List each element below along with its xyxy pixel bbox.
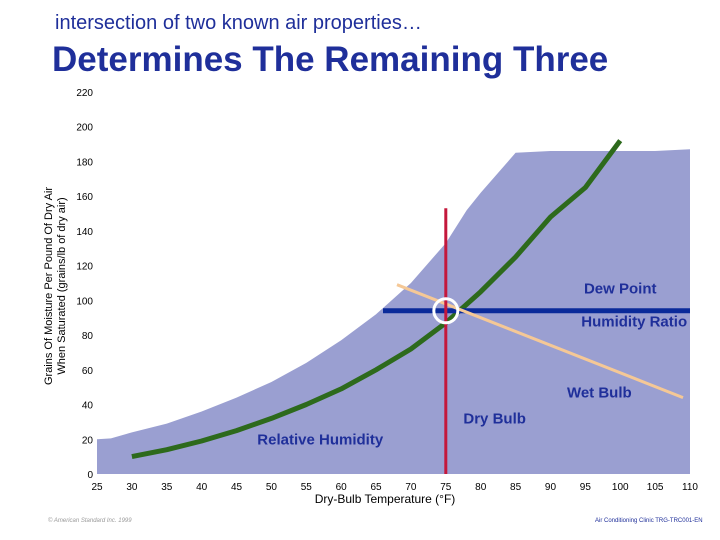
wet-bulb-label: Wet Bulb bbox=[567, 385, 632, 402]
x-tick-label: 50 bbox=[266, 482, 278, 493]
relative-humidity-curve bbox=[131, 139, 623, 460]
x-tick-label: 100 bbox=[612, 482, 629, 493]
x-tick-label: 55 bbox=[301, 482, 313, 493]
y-tick-label: 20 bbox=[82, 435, 94, 446]
x-tick-label: 75 bbox=[440, 482, 452, 493]
x-tick-label: 80 bbox=[475, 482, 487, 493]
relative-humidity-label: Relative Humidity bbox=[257, 431, 384, 448]
y-axis-label-line1: Grains Of Moisture Per Pound Of Dry Air bbox=[43, 187, 55, 385]
slide-subtitle: intersection of two known air properties… bbox=[55, 12, 422, 34]
intersection-marker bbox=[432, 297, 460, 325]
y-tick-label: 140 bbox=[76, 227, 93, 238]
x-tick-label: 90 bbox=[545, 482, 557, 493]
y-tick-label: 0 bbox=[87, 470, 93, 481]
x-tick-label: 35 bbox=[161, 482, 173, 493]
x-tick-label: 95 bbox=[580, 482, 592, 493]
y-tick-label: 40 bbox=[82, 401, 94, 412]
dry-bulb-label: Dry Bulb bbox=[463, 411, 526, 428]
copyright-footer: © American Standard Inc. 1999 bbox=[48, 518, 132, 524]
slide-title: Determines The Remaining Three bbox=[52, 40, 609, 79]
x-tick-label: 85 bbox=[510, 482, 522, 493]
x-tick-label: 30 bbox=[126, 482, 138, 493]
x-tick-label: 105 bbox=[647, 482, 664, 493]
y-tick-label: 160 bbox=[76, 192, 93, 203]
y-tick-label: 180 bbox=[76, 157, 93, 168]
x-tick-label: 40 bbox=[196, 482, 208, 493]
humidity-ratio-label: Humidity Ratio bbox=[581, 313, 687, 330]
y-tick-label: 220 bbox=[76, 88, 93, 99]
dew-point-label: Dew Point bbox=[584, 280, 657, 297]
course-footer: Air Conditioning Clinic TRG-TRC001-EN bbox=[595, 518, 703, 524]
y-tick-label: 100 bbox=[76, 296, 93, 307]
x-axis-label: Dry-Bulb Temperature (°F) bbox=[315, 492, 456, 506]
x-tick-label: 65 bbox=[370, 482, 382, 493]
x-tick-label: 60 bbox=[336, 482, 348, 493]
x-tick-label: 25 bbox=[91, 482, 103, 493]
y-axis-label-line2: When Saturated (grains/lb of dry air) bbox=[56, 197, 68, 374]
x-tick-label: 70 bbox=[405, 482, 417, 493]
y-tick-label: 120 bbox=[76, 262, 93, 273]
y-tick-label: 80 bbox=[82, 331, 94, 342]
y-tick-label: 60 bbox=[82, 366, 94, 377]
y-tick-label: 200 bbox=[76, 123, 93, 134]
x-tick-label: 110 bbox=[682, 482, 698, 493]
x-tick-label: 45 bbox=[231, 482, 243, 493]
